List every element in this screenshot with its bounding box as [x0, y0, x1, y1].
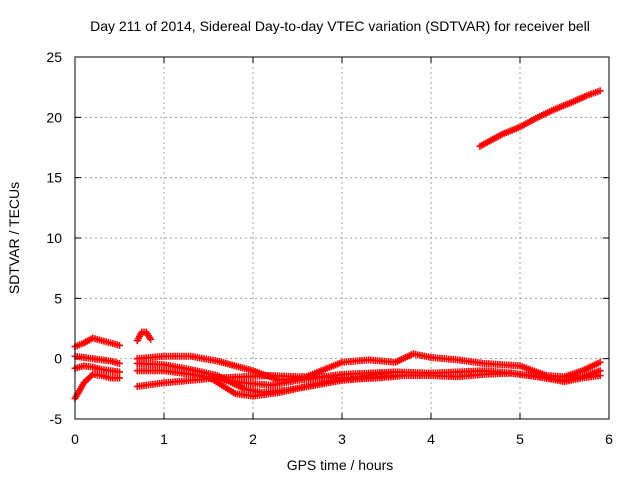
data-point [383, 369, 390, 377]
y-tick-label: -5 [50, 411, 63, 427]
data-point [596, 87, 604, 95]
series-sat-e [133, 328, 155, 345]
chart-title: Day 211 of 2014, Sidereal Day-to-day VTE… [90, 18, 590, 34]
data-point [596, 358, 604, 366]
tick-labels: 0 1 2 3 4 5 6 -5 0 5 10 15 20 25 [46, 49, 613, 447]
x-tick-label: 4 [427, 431, 435, 447]
y-tick-label: 25 [46, 49, 62, 65]
data-point [596, 372, 604, 380]
x-axis-label: GPS time / hours [287, 457, 394, 473]
grid [75, 57, 609, 419]
x-tick-label: 0 [71, 431, 79, 447]
x-tick-label: 6 [605, 431, 613, 447]
x-tick-label: 1 [160, 431, 168, 447]
series-sat-k [476, 87, 604, 150]
data-point [87, 372, 95, 380]
series-sat-c [71, 362, 123, 376]
y-tick-label: 15 [46, 170, 62, 186]
x-tick-label: 5 [516, 431, 524, 447]
x-tick-label: 3 [338, 431, 346, 447]
series-sat-b [71, 352, 123, 367]
plot-frame [74, 56, 610, 420]
y-tick-label: 5 [54, 290, 62, 306]
data-point [391, 372, 399, 380]
y-tick-label: 20 [46, 109, 62, 125]
y-tick-label: 10 [46, 230, 62, 246]
x-tick-label: 2 [249, 431, 257, 447]
y-axis-label: SDTVAR / TECUs [6, 182, 22, 294]
y-tick-label: 0 [54, 351, 62, 367]
data-point [147, 335, 155, 343]
data-point [116, 359, 123, 367]
data-series [71, 87, 604, 402]
series-sat-j [205, 369, 390, 400]
series-sat-a [71, 334, 123, 351]
series-sat-d [71, 370, 123, 402]
data-point [116, 368, 123, 376]
data-point [116, 374, 123, 382]
data-point [116, 341, 123, 349]
